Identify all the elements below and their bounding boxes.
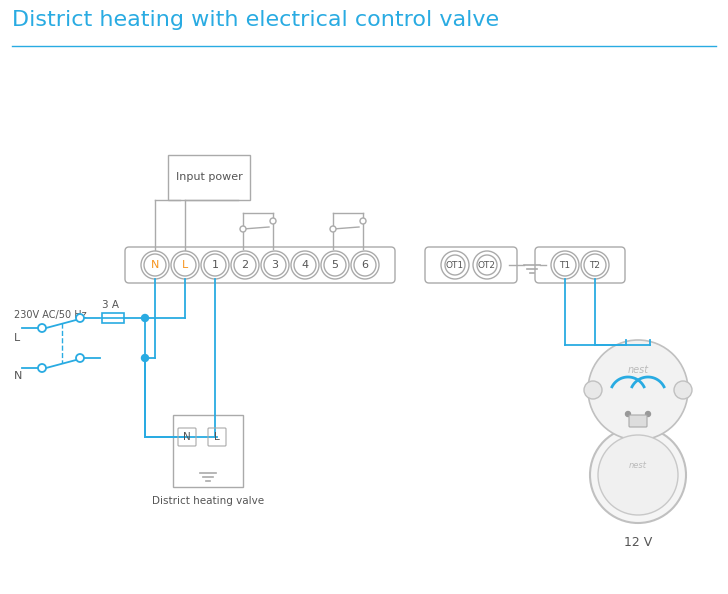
Text: 2: 2 bbox=[242, 260, 248, 270]
Text: District heating with electrical control valve: District heating with electrical control… bbox=[12, 10, 499, 30]
Text: OT1: OT1 bbox=[446, 261, 464, 270]
Text: L: L bbox=[214, 432, 220, 442]
Circle shape bbox=[441, 251, 469, 279]
Circle shape bbox=[330, 226, 336, 232]
Text: L: L bbox=[182, 260, 188, 270]
Circle shape bbox=[321, 251, 349, 279]
Circle shape bbox=[324, 254, 346, 276]
Circle shape bbox=[674, 381, 692, 399]
Text: T1: T1 bbox=[559, 261, 571, 270]
Circle shape bbox=[646, 412, 651, 416]
Circle shape bbox=[581, 251, 609, 279]
Circle shape bbox=[477, 255, 497, 275]
Circle shape bbox=[354, 254, 376, 276]
Circle shape bbox=[264, 254, 286, 276]
Circle shape bbox=[141, 251, 169, 279]
Circle shape bbox=[625, 412, 630, 416]
Circle shape bbox=[76, 354, 84, 362]
Circle shape bbox=[473, 251, 501, 279]
Text: L: L bbox=[14, 333, 20, 343]
Circle shape bbox=[445, 255, 465, 275]
Circle shape bbox=[38, 324, 46, 332]
Text: District heating valve: District heating valve bbox=[152, 496, 264, 506]
Text: nest: nest bbox=[629, 460, 647, 469]
Text: 5: 5 bbox=[331, 260, 339, 270]
Circle shape bbox=[171, 251, 199, 279]
Text: 3: 3 bbox=[272, 260, 279, 270]
Circle shape bbox=[144, 254, 166, 276]
Text: N: N bbox=[151, 260, 159, 270]
Circle shape bbox=[551, 251, 579, 279]
Text: N: N bbox=[14, 371, 23, 381]
Text: 12 V: 12 V bbox=[624, 536, 652, 549]
Text: 3 A: 3 A bbox=[101, 300, 119, 310]
Circle shape bbox=[141, 314, 149, 321]
Circle shape bbox=[231, 251, 259, 279]
Circle shape bbox=[204, 254, 226, 276]
Circle shape bbox=[351, 251, 379, 279]
Circle shape bbox=[554, 254, 576, 276]
Circle shape bbox=[598, 435, 678, 515]
FancyBboxPatch shape bbox=[629, 415, 647, 427]
Circle shape bbox=[294, 254, 316, 276]
Circle shape bbox=[590, 427, 686, 523]
Circle shape bbox=[588, 340, 688, 440]
Circle shape bbox=[234, 254, 256, 276]
Text: T2: T2 bbox=[590, 261, 601, 270]
Text: Input power: Input power bbox=[175, 172, 242, 182]
Circle shape bbox=[240, 226, 246, 232]
Circle shape bbox=[360, 218, 366, 224]
Text: 230V AC/50 Hz: 230V AC/50 Hz bbox=[14, 310, 87, 320]
Circle shape bbox=[76, 314, 84, 322]
Circle shape bbox=[584, 254, 606, 276]
Text: OT2: OT2 bbox=[478, 261, 496, 270]
Circle shape bbox=[38, 364, 46, 372]
Text: N: N bbox=[183, 432, 191, 442]
Circle shape bbox=[270, 218, 276, 224]
Circle shape bbox=[291, 251, 319, 279]
Text: 1: 1 bbox=[212, 260, 218, 270]
Text: nest: nest bbox=[628, 365, 649, 375]
Circle shape bbox=[141, 355, 149, 362]
Text: 6: 6 bbox=[362, 260, 368, 270]
Circle shape bbox=[261, 251, 289, 279]
Text: 4: 4 bbox=[301, 260, 309, 270]
Circle shape bbox=[201, 251, 229, 279]
Circle shape bbox=[584, 381, 602, 399]
Circle shape bbox=[174, 254, 196, 276]
